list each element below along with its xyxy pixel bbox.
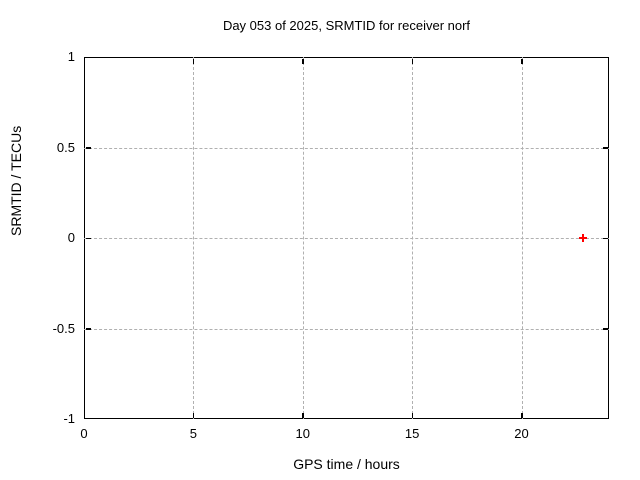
x-tick-label: 0 bbox=[80, 426, 88, 441]
y-tick-mark-right bbox=[602, 237, 608, 239]
x-tick-mark bbox=[302, 412, 304, 418]
x-tick-mark-top bbox=[411, 58, 414, 64]
y-tick-mark bbox=[85, 328, 91, 330]
y-tick-label: 0.5 bbox=[56, 139, 75, 155]
x-tick-mark bbox=[192, 412, 195, 418]
x-axis-label: GPS time / hours bbox=[293, 456, 400, 472]
y-tick-label: -1 bbox=[63, 411, 75, 426]
x-tick-label: 20 bbox=[514, 426, 529, 441]
data-point-marker bbox=[578, 234, 587, 242]
y-tick-label: 0 bbox=[67, 230, 75, 245]
y-tick-label: 1 bbox=[67, 49, 75, 64]
y-gridline bbox=[84, 328, 609, 330]
y-gridline bbox=[84, 147, 609, 149]
y-tick-label: -0.5 bbox=[52, 320, 75, 336]
x-tick-mark bbox=[521, 412, 523, 418]
x-tick-mark-top bbox=[192, 58, 195, 64]
y-tick-mark-right bbox=[602, 328, 608, 330]
y-tick-mark-right bbox=[602, 147, 608, 149]
x-tick-mark bbox=[411, 412, 414, 418]
x-tick-label: 15 bbox=[404, 426, 420, 441]
marker-bar-vertical bbox=[581, 234, 584, 242]
y-gridline bbox=[84, 238, 609, 239]
x-tick-mark-top bbox=[302, 58, 304, 64]
x-tick-mark-top bbox=[521, 58, 523, 64]
y-tick-mark bbox=[85, 147, 91, 149]
x-tick-label: 5 bbox=[189, 426, 197, 441]
x-tick-label: 10 bbox=[295, 426, 310, 441]
chart-title: Day 053 of 2025, SRMTID for receiver nor… bbox=[222, 18, 471, 33]
y-tick-mark bbox=[85, 237, 91, 239]
